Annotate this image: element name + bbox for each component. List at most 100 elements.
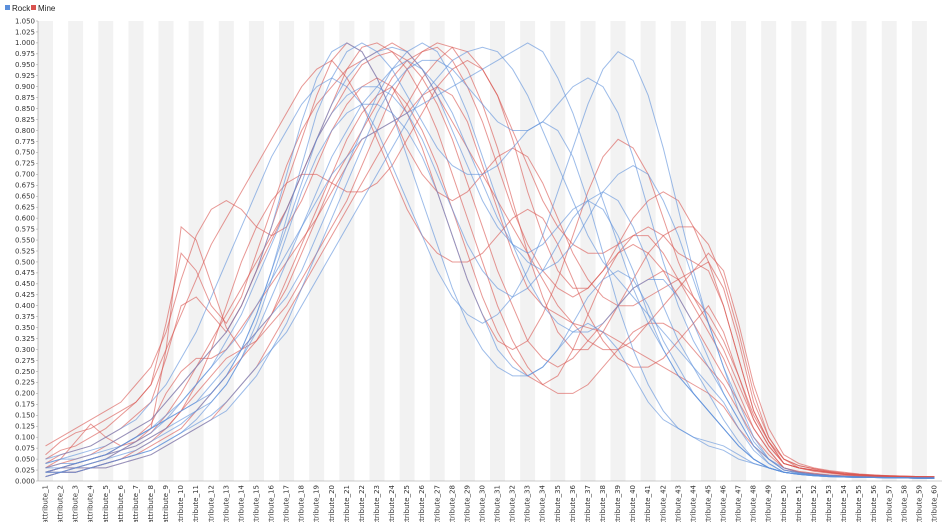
x-tick-label: attribute_27: [433, 485, 441, 522]
column-band: [505, 21, 521, 481]
y-tick-label: 0.775: [15, 138, 35, 146]
column-band: [625, 21, 641, 481]
x-tick-label: attribute_60: [930, 485, 938, 522]
column-band: [444, 21, 460, 481]
x-tick-label: attribute_24: [388, 484, 396, 522]
column-band: [233, 21, 249, 481]
x-tick-label: attribute_53: [825, 485, 833, 522]
x-tick-label: attribute_18: [298, 485, 306, 522]
y-tick-label: 0.700: [15, 171, 35, 179]
y-tick-label: 0.150: [15, 412, 35, 420]
column-band: [98, 21, 114, 481]
x-tick-label: attribute_48: [750, 485, 758, 522]
y-tick-label: 0.900: [15, 83, 35, 91]
x-tick-label: attribute_19: [313, 485, 321, 522]
x-tick-label: attribute_15: [252, 485, 260, 522]
column-band: [490, 21, 506, 481]
x-tick-label: attribute_29: [463, 485, 471, 522]
column-band: [38, 21, 54, 481]
column-band: [384, 21, 400, 481]
column-band: [459, 21, 475, 481]
x-tick-label: attribute_30: [478, 485, 486, 522]
x-tick-label: attribute_22: [358, 485, 366, 522]
column-band: [791, 21, 807, 481]
x-tick-label: attribute_43: [674, 485, 682, 522]
x-tick-label: attribute_14: [237, 484, 245, 522]
y-tick-label: 0.575: [15, 225, 35, 233]
series-line-mine: [45, 42, 935, 478]
y-tick-label: 0.250: [15, 368, 35, 376]
y-tick-label: 0.925: [15, 72, 35, 80]
x-tick-label: attribute_7: [132, 485, 140, 522]
y-tick-label: 0.050: [15, 455, 35, 463]
y-tick-label: 0.350: [15, 324, 35, 332]
x-tick-label: attribute_33: [524, 485, 532, 522]
x-tick-label: attribute_45: [704, 485, 712, 522]
x-tick-label: attribute_4: [87, 484, 95, 522]
y-tick-label: 0.225: [15, 379, 35, 387]
series-line-rock: [45, 42, 935, 479]
column-band: [264, 21, 280, 481]
series-line-rock: [45, 59, 935, 479]
y-tick-label: 0.950: [15, 61, 35, 69]
y-tick-label: 0.375: [15, 313, 35, 321]
background-bands: [38, 21, 942, 481]
column-band: [248, 21, 264, 481]
y-tick-label: 0.525: [15, 247, 35, 255]
column-band: [83, 21, 99, 481]
column-band: [339, 21, 355, 481]
y-tick-label: 0.550: [15, 236, 35, 244]
column-band: [294, 21, 310, 481]
y-tick-label: 0.650: [15, 193, 35, 201]
legend-label-mine: Mine: [38, 4, 56, 13]
column-band: [911, 21, 927, 481]
column-band: [309, 21, 325, 481]
column-band: [218, 21, 234, 481]
column-band: [761, 21, 777, 481]
column-band: [595, 21, 611, 481]
column-band: [113, 21, 129, 481]
column-band: [851, 21, 867, 481]
column-band: [369, 21, 385, 481]
y-tick-label: 0.875: [15, 94, 35, 102]
y-tick-label: 0.425: [15, 291, 35, 299]
y-tick-label: 1.050: [15, 17, 35, 25]
y-tick-label: 0.975: [15, 50, 35, 58]
y-tick-label: 0.625: [15, 203, 35, 211]
x-tick-label: attribute_23: [373, 485, 381, 522]
x-tick-label: attribute_34: [539, 484, 547, 522]
y-tick-label: 1.025: [15, 28, 35, 36]
column-band: [881, 21, 897, 481]
y-tick-label: 1.000: [15, 39, 35, 47]
column-band: [128, 21, 144, 481]
y-tick-label: 0.850: [15, 105, 35, 113]
column-band: [279, 21, 295, 481]
column-band: [143, 21, 159, 481]
x-tick-label: attribute_40: [629, 485, 637, 522]
y-tick-label: 0.025: [15, 466, 35, 474]
y-tick-label: 0.275: [15, 357, 35, 365]
column-band: [670, 21, 686, 481]
series-line-rock: [45, 51, 935, 479]
y-tick-label: 0.075: [15, 444, 35, 452]
column-band: [414, 21, 430, 481]
y-tick-label: 0.125: [15, 423, 35, 431]
column-band: [354, 21, 370, 481]
x-tick-label: attribute_36: [569, 484, 577, 522]
x-tick-label: attribute_12: [207, 485, 215, 522]
x-tick-label: attribute_56: [870, 484, 878, 522]
column-band: [580, 21, 596, 481]
legend-label-rock: Rock: [12, 4, 31, 13]
y-tick-label: 0.325: [15, 335, 35, 343]
column-band: [821, 21, 837, 481]
column-band: [68, 21, 84, 481]
y-tick-label: 0.450: [15, 280, 35, 288]
column-band: [655, 21, 671, 481]
column-band: [700, 21, 716, 481]
column-band: [640, 21, 656, 481]
x-tick-label: attribute_37: [584, 485, 592, 522]
series-line-mine: [45, 59, 935, 478]
x-tick-label: attribute_54: [840, 484, 848, 522]
column-band: [926, 21, 942, 481]
x-tick-label: attribute_52: [810, 485, 818, 522]
